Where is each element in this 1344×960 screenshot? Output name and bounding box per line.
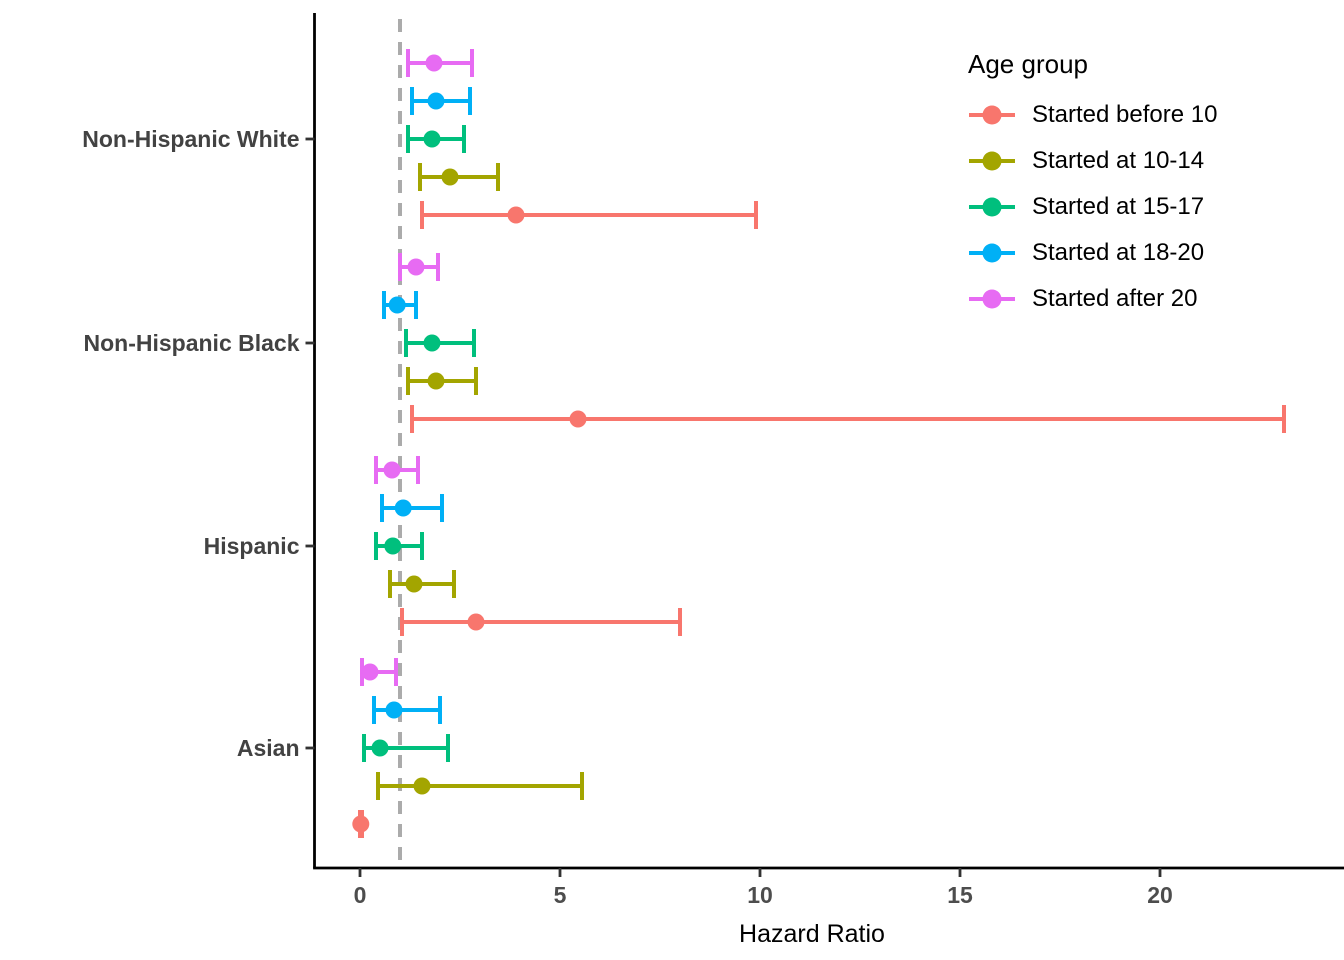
point-marker (425, 54, 443, 72)
legend-entry: Started after 20 (968, 276, 1217, 322)
legend-entry-label: Started at 18-20 (1032, 239, 1205, 266)
legend: Age group Started before 10 Started at 10… (968, 48, 1217, 322)
point-marker (467, 613, 485, 631)
legend-key-icon (969, 197, 1015, 217)
x-tick-label: 5 (554, 882, 567, 908)
legend-entry-label: Started at 15-17 (1032, 193, 1205, 220)
legend-title: Age group (968, 49, 1088, 79)
category-label: Hispanic (204, 533, 300, 559)
legend-entry-label: Started after 20 (1032, 285, 1198, 312)
legend-entry: Started at 18-20 (968, 230, 1217, 276)
point-marker (427, 92, 445, 110)
point-marker (383, 461, 401, 479)
point-marker (371, 739, 389, 757)
category-label: Asian (237, 735, 300, 761)
point-marker (361, 663, 379, 681)
x-tick-label: 15 (947, 882, 973, 908)
point-marker (441, 168, 459, 186)
legend-entry-label: Started before 10 (1032, 101, 1218, 128)
legend-entries: Started before 10 Started at 10-14 Started… (968, 92, 1217, 322)
x-tick-label: 20 (1147, 882, 1173, 908)
point-marker (405, 575, 423, 593)
category-label: Non-Hispanic Black (84, 330, 300, 356)
legend-key-icon (969, 151, 1015, 171)
x-axis-title: Hazard Ratio (739, 920, 885, 948)
legend-key-icon (969, 105, 1015, 125)
point-marker (423, 130, 441, 148)
legend-entry: Started before 10 (968, 92, 1217, 138)
point-marker (507, 206, 525, 224)
legend-entry: Started at 10-14 (968, 138, 1217, 184)
point-marker (384, 537, 402, 555)
x-tick-label: 0 (354, 882, 367, 908)
point-marker (385, 701, 403, 719)
point-marker (569, 410, 587, 428)
category-label: Non-Hispanic White (82, 126, 299, 152)
point-marker (407, 258, 425, 276)
point-marker (413, 777, 431, 795)
point-marker (388, 296, 406, 314)
legend-entry: Started at 15-17 (968, 184, 1217, 230)
point-marker (394, 499, 412, 517)
point-marker (423, 334, 441, 352)
legend-key-icon (969, 243, 1015, 263)
point-marker (352, 815, 370, 833)
point-marker (427, 372, 445, 390)
legend-key-icon (969, 289, 1015, 309)
x-tick-label: 10 (747, 882, 773, 908)
legend-entry-label: Started at 10-14 (1032, 147, 1205, 174)
